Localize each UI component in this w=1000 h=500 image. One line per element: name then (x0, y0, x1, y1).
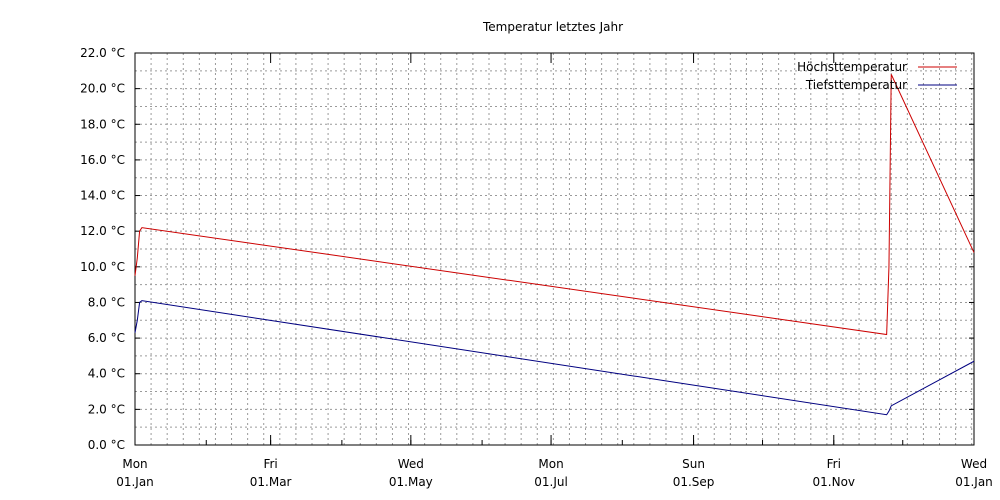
x-tick-date: 01.Jul (534, 475, 568, 489)
x-tick-day: Wed (398, 457, 424, 471)
x-tick-date: 01.Mar (250, 475, 292, 489)
x-tick-date: 01.Nov (813, 475, 856, 489)
x-tick-day: Mon (122, 457, 147, 471)
y-tick-label: 14.0 °C (80, 189, 125, 203)
x-tick-day: Wed (961, 457, 987, 471)
legend-label: Tiefsttemperatur (805, 78, 907, 92)
x-tick-day: Mon (538, 457, 563, 471)
x-tick-date: 01.Jan (955, 475, 993, 489)
x-tick-day: Fri (827, 457, 841, 471)
y-tick-label: 18.0 °C (80, 117, 125, 131)
grid (135, 53, 974, 445)
y-tick-label: 0.0 °C (88, 438, 125, 452)
x-tick-date: 01.Jan (116, 475, 154, 489)
x-tick-day: Fri (263, 457, 277, 471)
y-tick-label: 12.0 °C (80, 224, 125, 238)
y-tick-label: 8.0 °C (88, 295, 125, 309)
series-line (134, 74, 975, 336)
y-tick-label: 6.0 °C (88, 331, 125, 345)
y-axis-labels: 0.0 °C 2.0 °C 4.0 °C 6.0 °C 8.0 °C 10.0 °C 12.… (80, 46, 125, 452)
x-tick-day: Sun (682, 457, 705, 471)
y-tick-label: 20.0 °C (80, 82, 125, 96)
chart-title: Temperatur letztes Jahr (482, 20, 623, 34)
x-tick-date: 01.Sep (673, 475, 715, 489)
y-tick-label: 22.0 °C (80, 46, 125, 60)
y-tick-label: 2.0 °C (88, 402, 125, 416)
series-lines (134, 74, 975, 416)
x-axis-labels: Mon 01.Jan Fri 01.Mar Wed 01.May Mon 01.Jul Sun 0… (116, 457, 993, 489)
legend-label: Höchsttemperatur (797, 60, 907, 74)
axis-ticks (134, 52, 975, 446)
y-tick-label: 10.0 °C (80, 260, 125, 274)
x-tick-date: 01.May (389, 475, 433, 489)
y-tick-label: 4.0 °C (88, 367, 125, 381)
plot-frame (134, 52, 975, 446)
series-line (134, 300, 975, 416)
legend: Höchsttemperatur Tiefsttemperatur (797, 60, 957, 92)
y-tick-label: 16.0 °C (80, 153, 125, 167)
